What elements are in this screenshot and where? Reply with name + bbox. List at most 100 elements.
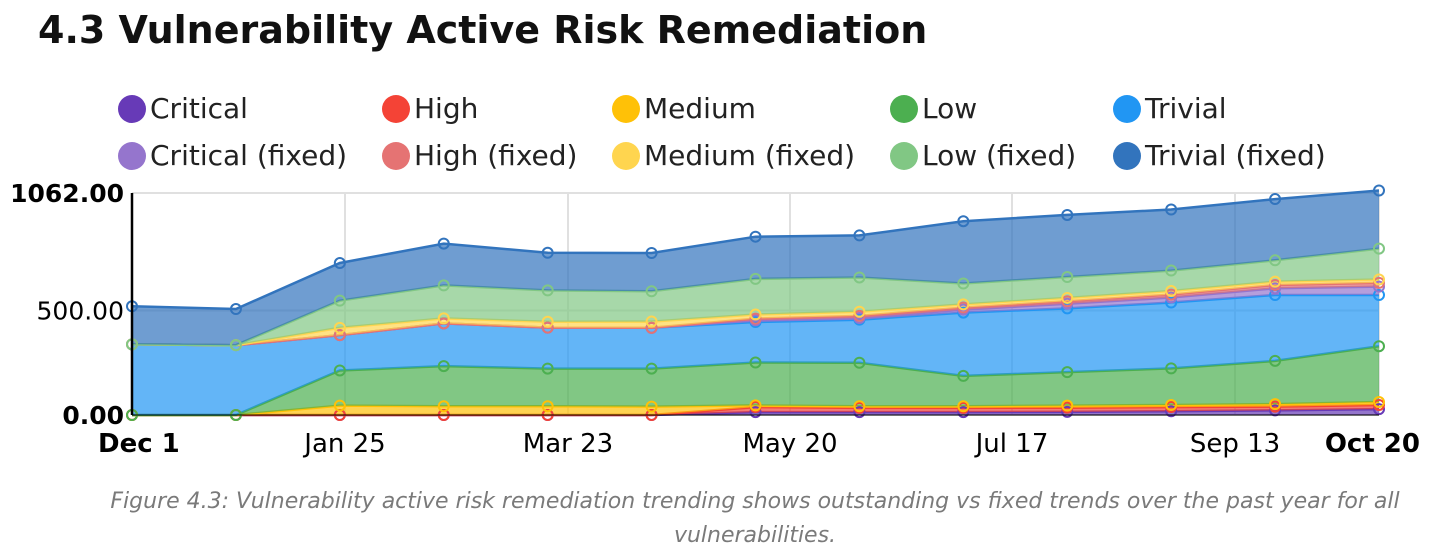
point-low [749,356,762,369]
point-critical [957,406,970,419]
point-high-fixed [437,317,450,330]
legend-swatch [382,141,410,170]
chart-legend: Critical High Medium Low Trivial Critical (fi… [0,0,1448,190]
point-low-fixed [1373,242,1385,255]
point-trivial-fixed [541,246,554,259]
legend-label: Trivial (fixed) [1145,139,1326,172]
point-critical-fixed [1269,282,1282,295]
point-low-fixed [1269,254,1282,267]
point-medium-fixed [541,315,554,328]
legend-item-critical[interactable]: Critical [118,92,248,125]
x-tick-label: Jul 17 [974,429,1049,459]
point-trivial-fixed [1269,193,1282,206]
x-tick-label: Mar 23 [523,429,613,459]
area-chart: 0.00 500.00 1062.00 Dec 1 Jan 25 Mar 23 May 20… [10,179,1420,459]
area-medium-fixed [132,279,1379,346]
legend-item-high-fixed[interactable]: High (fixed) [382,139,577,172]
area-high-fixed [132,282,1379,346]
point-medium [645,400,658,413]
point-trivial-fixed [853,229,866,242]
point-trivial-fixed [229,303,242,316]
legend-label: Medium [644,92,756,125]
point-critical [749,406,762,419]
point-trivial-fixed [1373,184,1385,197]
legend-swatch [1113,94,1141,123]
legend-label: High (fixed) [414,139,578,172]
legend-item-low-fixed[interactable]: Low (fixed) [890,139,1076,172]
point-high-fixed [1373,276,1385,289]
legend-swatch [612,94,640,123]
point-high-fixed [541,321,554,334]
point-medium [1373,396,1385,409]
point-medium [541,400,554,413]
point-low [1373,340,1385,353]
legend-item-medium[interactable]: Medium [612,92,756,125]
y-tick-label: 500.00 [37,296,124,325]
point-medium-fixed [1165,285,1178,298]
area-trivial [132,295,1379,415]
point-low [437,360,450,373]
legend-swatch [382,94,410,123]
point-trivial-fixed [1061,208,1074,221]
legend-item-trivial[interactable]: Trivial [1113,92,1227,125]
point-high-fixed [749,312,762,325]
point-critical-fixed [1373,280,1385,293]
legend-swatch [118,94,146,123]
point-medium [749,399,762,412]
point-low [1269,354,1282,367]
legend-item-trivial-fixed[interactable]: Trivial (fixed) [1113,139,1326,172]
point-critical [1165,405,1178,418]
point-medium-fixed [853,305,866,318]
point-low-fixed [1061,271,1074,284]
area-low [132,346,1379,415]
point-critical [853,406,866,419]
legend-label: Low (fixed) [922,139,1077,172]
point-low [333,364,346,377]
legend-label: Critical (fixed) [150,139,348,172]
legend-label: Critical [150,92,248,125]
legend-item-low[interactable]: Low [890,92,977,125]
legend-label: High [414,92,479,125]
legend-label: Low [922,92,978,125]
point-low-fixed [853,271,866,284]
legend-item-medium-fixed[interactable]: Medium (fixed) [612,139,855,172]
point-low-fixed [541,284,554,297]
point-medium [437,400,450,413]
point-medium [1061,399,1074,412]
x-tick-label: Jan 25 [302,429,385,459]
legend-swatch [1113,141,1141,170]
point-low-fixed [957,277,970,290]
point-low [957,369,970,382]
legend-swatch [890,141,918,170]
point-trivial-fixed [437,237,450,250]
point-medium-fixed [1061,291,1074,304]
y-tick-label: 1062.00 [10,179,124,208]
point-medium [853,400,866,413]
area-critical-fixed [132,286,1379,346]
y-tick-label: 0.00 [62,401,124,430]
area-trivial-fixed [132,190,1379,346]
point-low-fixed [1165,264,1178,277]
point-low [541,362,554,375]
point-low [645,362,658,375]
point-medium [1269,398,1282,411]
legend-item-high[interactable]: High [382,92,478,125]
point-trivial-fixed [333,257,346,270]
point-high-fixed [1165,288,1178,301]
point-high-fixed [1061,295,1074,308]
point-medium-fixed [1269,275,1282,288]
point-low-fixed [229,339,242,352]
point-high-fixed [333,329,346,342]
point-low-fixed [645,285,658,298]
legend-label: Trivial [1145,92,1227,125]
point-low [1061,366,1074,379]
line-trivial-fixed [131,189,1380,311]
point-low-fixed [749,272,762,285]
x-tick-label: Sep 13 [1190,429,1280,459]
point-trivial-fixed [1165,203,1178,216]
point-high-fixed [645,321,658,334]
point-low [853,356,866,369]
point-low-fixed [437,279,450,292]
legend-item-critical-fixed[interactable]: Critical (fixed) [118,139,347,172]
point-medium-fixed [749,308,762,321]
